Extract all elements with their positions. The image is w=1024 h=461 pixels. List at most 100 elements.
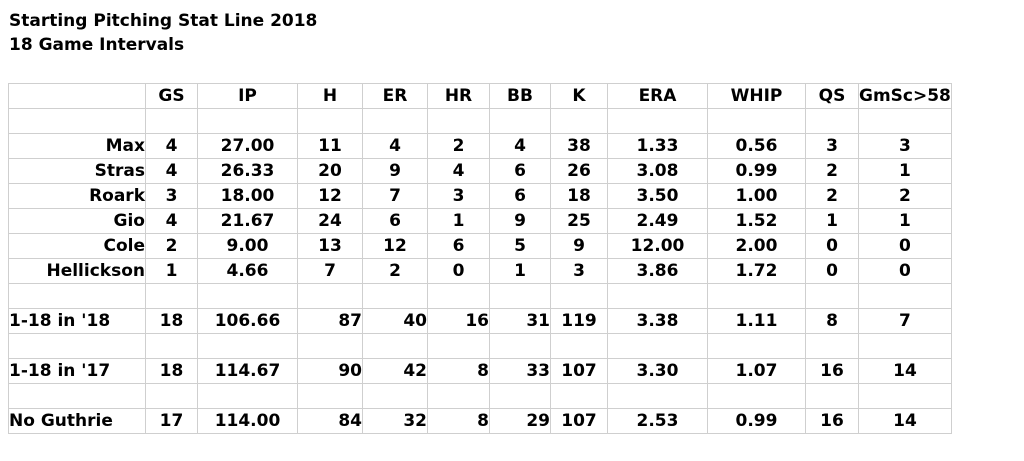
cell-era: 3.38	[607, 308, 708, 334]
cell-h: 24	[297, 208, 363, 234]
cell-h: 20	[297, 158, 363, 184]
header-corner-cell	[8, 83, 146, 109]
col-header-gmsc: GmSc>58	[858, 83, 952, 109]
cell-hr: 8	[427, 358, 490, 384]
cell-k: 9	[550, 233, 608, 259]
pitcher-name: Roark	[8, 183, 146, 209]
cell-qs: 16	[805, 358, 859, 384]
col-header-qs: QS	[805, 83, 859, 109]
cell-h: 7	[297, 258, 363, 284]
cell-bb: 1	[489, 258, 551, 284]
cell-era: 3.08	[607, 158, 708, 184]
cell-whip: 2.00	[707, 233, 806, 259]
cell-gs: 18	[145, 308, 198, 334]
col-header-whip: WHIP	[707, 83, 806, 109]
page-subtitle: 18 Game Intervals	[9, 35, 185, 55]
cell-gmsc: 7	[858, 308, 952, 334]
cell-er: 40	[362, 308, 428, 334]
table-row: Gio 4 21.67 24 6 1 9 25 2.49 1.52 1 1	[8, 208, 952, 234]
cell-k: 3	[550, 258, 608, 284]
cell-era: 2.53	[607, 408, 708, 434]
cell-bb: 6	[489, 158, 551, 184]
cell-er: 9	[362, 158, 428, 184]
cell-er: 4	[362, 133, 428, 159]
cell-gmsc: 1	[858, 208, 952, 234]
table-row: Cole 2 9.00 13 12 6 5 9 12.00 2.00 0 0	[8, 233, 952, 259]
cell-er: 6	[362, 208, 428, 234]
cell-ip: 114.00	[197, 408, 298, 434]
col-header-h: H	[297, 83, 363, 109]
table-row: Max 4 27.00 11 4 2 4 38 1.33 0.56 3 3	[8, 133, 952, 159]
cell-qs: 2	[805, 158, 859, 184]
cell-gs: 2	[145, 233, 198, 259]
summary-label: No Guthrie	[8, 408, 146, 434]
cell-gs: 4	[145, 158, 198, 184]
col-header-k: K	[550, 83, 608, 109]
cell-gmsc: 14	[858, 358, 952, 384]
blank-row	[8, 333, 952, 359]
cell-er: 12	[362, 233, 428, 259]
col-header-era: ERA	[607, 83, 708, 109]
cell-h: 90	[297, 358, 363, 384]
cell-whip: 0.99	[707, 408, 806, 434]
cell-era: 3.30	[607, 358, 708, 384]
blank-row	[8, 283, 952, 309]
table-row: Hellickson 1 4.66 7 2 0 1 3 3.86 1.72 0 …	[8, 258, 952, 284]
table-row: Roark 3 18.00 12 7 3 6 18 3.50 1.00 2 2	[8, 183, 952, 209]
cell-era: 12.00	[607, 233, 708, 259]
cell-er: 42	[362, 358, 428, 384]
cell-bb: 6	[489, 183, 551, 209]
cell-ip: 18.00	[197, 183, 298, 209]
cell-hr: 1	[427, 208, 490, 234]
cell-bb: 9	[489, 208, 551, 234]
cell-h: 13	[297, 233, 363, 259]
summary-row: No Guthrie 17 114.00 84 32 8 29 107 2.53…	[8, 408, 952, 434]
cell-era: 2.49	[607, 208, 708, 234]
pitcher-name: Max	[8, 133, 146, 159]
cell-hr: 6	[427, 233, 490, 259]
cell-hr: 8	[427, 408, 490, 434]
cell-ip: 26.33	[197, 158, 298, 184]
cell-bb: 5	[489, 233, 551, 259]
cell-qs: 0	[805, 233, 859, 259]
cell-ip: 27.00	[197, 133, 298, 159]
cell-bb: 4	[489, 133, 551, 159]
cell-gs: 4	[145, 133, 198, 159]
cell-era: 3.86	[607, 258, 708, 284]
cell-qs: 16	[805, 408, 859, 434]
cell-gs: 4	[145, 208, 198, 234]
cell-h: 12	[297, 183, 363, 209]
cell-k: 107	[550, 408, 608, 434]
cell-hr: 3	[427, 183, 490, 209]
cell-whip: 1.11	[707, 308, 806, 334]
cell-h: 87	[297, 308, 363, 334]
cell-gmsc: 1	[858, 158, 952, 184]
cell-gs: 1	[145, 258, 198, 284]
pitcher-name: Gio	[8, 208, 146, 234]
summary-row: 1-18 in '18 18 106.66 87 40 16 31 119 3.…	[8, 308, 952, 334]
cell-gmsc: 0	[858, 258, 952, 284]
cell-hr: 4	[427, 158, 490, 184]
cell-whip: 1.00	[707, 183, 806, 209]
cell-ip: 114.67	[197, 358, 298, 384]
cell-qs: 3	[805, 133, 859, 159]
summary-label: 1-18 in '18	[8, 308, 146, 334]
stats-table: GS IP H ER HR BB K ERA WHIP QS GmSc>58 M…	[8, 83, 952, 434]
cell-hr: 16	[427, 308, 490, 334]
cell-era: 1.33	[607, 133, 708, 159]
cell-qs: 2	[805, 183, 859, 209]
pitcher-name: Hellickson	[8, 258, 146, 284]
col-header-er: ER	[362, 83, 428, 109]
col-header-hr: HR	[427, 83, 490, 109]
cell-hr: 0	[427, 258, 490, 284]
cell-bb: 29	[489, 408, 551, 434]
cell-er: 2	[362, 258, 428, 284]
summary-label: 1-18 in '17	[8, 358, 146, 384]
cell-h: 11	[297, 133, 363, 159]
cell-ip: 21.67	[197, 208, 298, 234]
page-title: Starting Pitching Stat Line 2018	[9, 11, 318, 31]
cell-k: 25	[550, 208, 608, 234]
cell-ip: 4.66	[197, 258, 298, 284]
cell-whip: 0.99	[707, 158, 806, 184]
cell-k: 107	[550, 358, 608, 384]
